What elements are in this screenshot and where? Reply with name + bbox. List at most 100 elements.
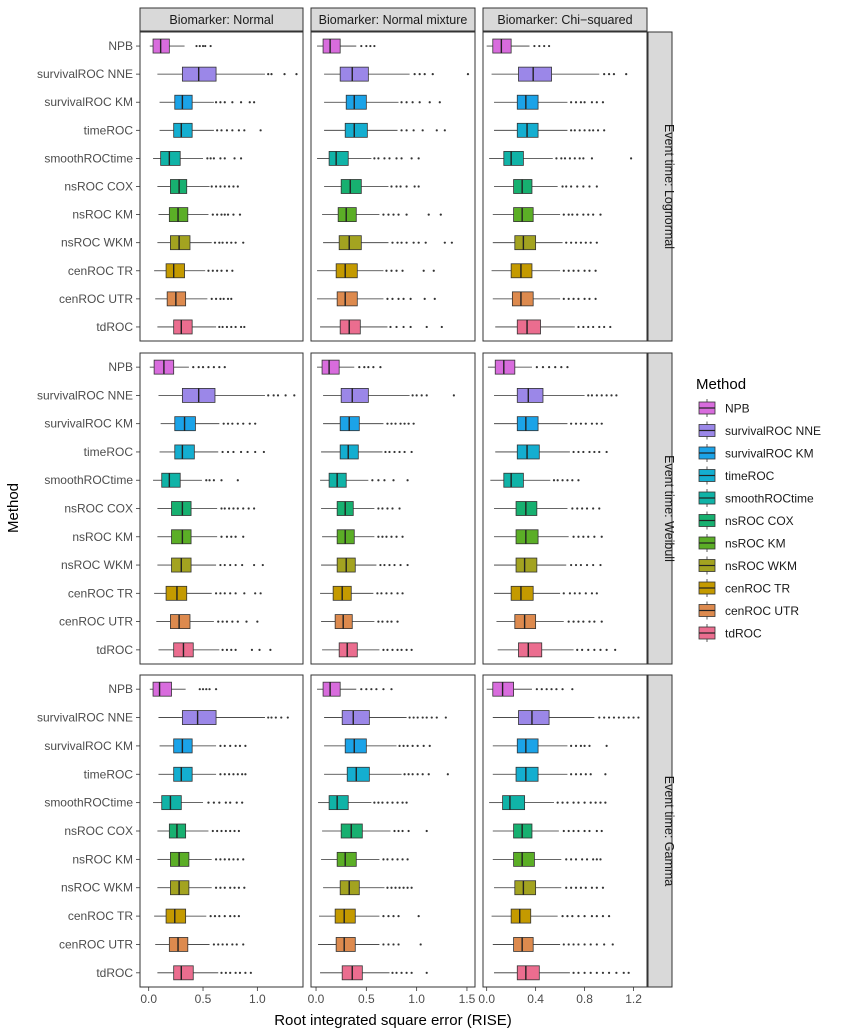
y-tick-label: timeROC xyxy=(84,123,134,137)
outlier-point xyxy=(244,971,247,974)
outlier-point xyxy=(231,101,234,104)
outlier-point xyxy=(595,971,598,974)
outlier-point xyxy=(627,971,630,974)
outlier-point xyxy=(207,801,210,804)
outlier-point xyxy=(399,422,402,425)
outlier-point xyxy=(611,943,614,946)
x-tick-label: 0.8 xyxy=(576,992,593,1006)
outlier-point xyxy=(209,914,212,918)
outlier-point xyxy=(443,241,446,244)
outlier-point xyxy=(598,450,601,454)
outlier-point xyxy=(400,971,403,974)
outlier-point xyxy=(211,269,214,272)
outlier-point xyxy=(573,129,576,132)
outlier-point xyxy=(412,422,415,425)
outlier-point xyxy=(406,858,409,861)
outlier-point xyxy=(589,943,592,946)
outlier-point xyxy=(425,325,428,329)
outlier-point xyxy=(573,157,576,160)
outlier-point xyxy=(272,394,275,397)
y-tick-label: nsROC KM xyxy=(72,208,133,222)
outlier-point xyxy=(267,394,270,397)
y-tick-label: cenROC TR xyxy=(68,586,133,600)
outlier-point xyxy=(561,688,564,691)
outlier-point xyxy=(615,394,618,397)
outlier-point xyxy=(596,129,600,132)
outlier-point xyxy=(595,858,598,861)
outlier-point xyxy=(543,44,546,48)
outlier-point xyxy=(225,943,229,946)
box xyxy=(171,501,192,516)
outlier-point xyxy=(207,269,210,272)
y-tick-label: cenROC TR xyxy=(68,909,133,923)
legend-label: nsROC KM xyxy=(725,537,786,551)
box xyxy=(514,880,537,896)
outlier-point xyxy=(574,241,578,244)
outlier-point xyxy=(413,73,416,76)
box xyxy=(174,94,193,110)
outlier-point xyxy=(585,858,589,861)
outlier-point xyxy=(601,886,605,889)
legend-label: survivalROC NNE xyxy=(725,424,821,438)
outlier-point xyxy=(582,325,585,329)
outlier-point xyxy=(219,563,222,567)
outlier-point xyxy=(400,157,403,160)
outlier-point xyxy=(225,269,229,272)
outlier-point xyxy=(632,716,635,719)
outlier-point xyxy=(579,886,583,889)
outlier-point xyxy=(405,101,408,104)
outlier-point xyxy=(391,971,394,974)
outlier-point xyxy=(231,620,234,623)
outlier-point xyxy=(220,971,223,974)
outlier-point xyxy=(258,648,261,651)
outlier-point xyxy=(590,914,594,918)
outlier-point xyxy=(385,592,388,595)
y-tick-label: cenROC UTR xyxy=(59,292,133,306)
outlier-point xyxy=(221,450,224,454)
box xyxy=(340,179,362,194)
outlier-point xyxy=(598,325,601,329)
box xyxy=(518,710,550,725)
outlier-point xyxy=(228,507,231,510)
outlier-point xyxy=(601,971,605,974)
outlier-point xyxy=(388,157,391,160)
outlier-point xyxy=(577,943,580,946)
outlier-point xyxy=(584,592,587,595)
outlier-point xyxy=(427,773,430,776)
outlier-point xyxy=(562,297,565,300)
outlier-point xyxy=(401,535,404,538)
outlier-point xyxy=(254,422,257,425)
outlier-point xyxy=(390,422,393,425)
outlier-point xyxy=(603,129,606,132)
box xyxy=(181,710,217,725)
box xyxy=(165,908,187,924)
outlier-point xyxy=(220,507,223,510)
outlier-point xyxy=(270,73,273,76)
outlier-point xyxy=(231,269,234,272)
outlier-point xyxy=(229,829,232,833)
outlier-point xyxy=(198,688,201,691)
outlier-point xyxy=(217,943,220,946)
outlier-point xyxy=(205,688,208,691)
outlier-point xyxy=(600,422,603,425)
outlier-point xyxy=(377,507,380,510)
legend: Method NPB survivalROC NNE survivalROC KM t… xyxy=(696,376,821,642)
outlier-point xyxy=(570,773,573,776)
outlier-point xyxy=(219,858,222,861)
outlier-point xyxy=(242,535,245,538)
outlier-point xyxy=(382,213,385,216)
outlier-point xyxy=(391,507,394,510)
outlier-point xyxy=(406,479,409,482)
outlier-point xyxy=(401,269,404,272)
outlier-point xyxy=(242,422,245,425)
outlier-point xyxy=(423,297,426,300)
outlier-point xyxy=(241,563,244,567)
outlier-point xyxy=(236,479,239,482)
box xyxy=(160,151,181,166)
outlier-point xyxy=(214,886,218,889)
y-tick-label: nsROC COX xyxy=(64,180,133,194)
outlier-point xyxy=(617,716,620,719)
outlier-point xyxy=(223,773,226,776)
outlier-point xyxy=(589,241,592,244)
box xyxy=(341,710,370,725)
